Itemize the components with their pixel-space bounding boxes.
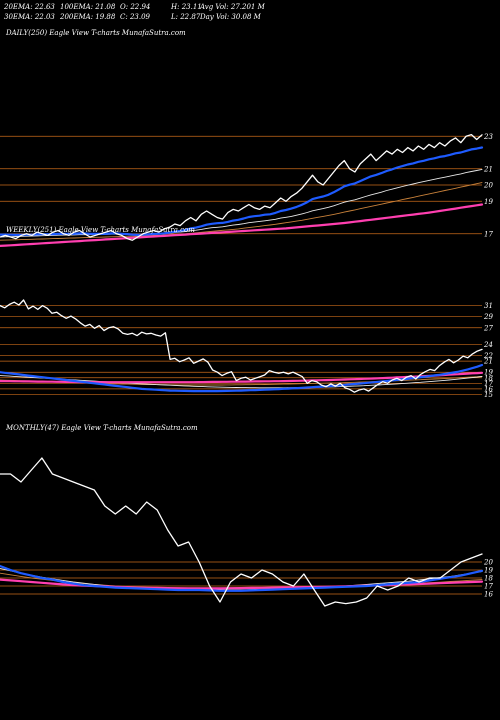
daily-tick-label: 17 [484, 230, 493, 238]
weekly-tick-label: 16 [484, 385, 493, 393]
weekly-tick-label: 15 [484, 391, 493, 399]
weekly-tick-label: 22 [483, 352, 493, 360]
daily-panel-title: DAILY(250) Eagle View T-charts MunafaSut… [5, 29, 186, 37]
weekly-tick-label: 21 [483, 358, 493, 366]
weekly-ema-mid-line [0, 375, 483, 389]
weekly-tick-label: 31 [484, 302, 493, 310]
daily-ema-mid-line [0, 168, 483, 238]
daily-tick-label: 23 [483, 133, 493, 141]
monthly-tick-label: 16 [484, 591, 493, 599]
daily-ema-200-line [0, 203, 484, 247]
weekly-price-line [0, 299, 483, 393]
monthly-price-line [0, 457, 483, 607]
weekly-tick-label: 17 [484, 380, 493, 388]
weekly-ema-short-line [0, 363, 484, 393]
stat-20ema: 20EMA: 22.63 [4, 3, 55, 11]
weekly-tick-label: 29 [483, 313, 493, 321]
daily-ema-long-line [0, 182, 483, 241]
monthly-tick-label: 19 [484, 567, 493, 575]
daily-ema-short-line [0, 146, 484, 236]
daily-tick-label: 21 [483, 165, 493, 173]
daily-price-line [0, 133, 483, 241]
weekly-tick-label: 24 [483, 341, 493, 349]
stat-30ema: 30EMA: 22.03 [4, 13, 55, 21]
stat-avg-volume: Avg Vol: 27.201 M [200, 3, 265, 11]
stat-200ema: 200EMA: 19.88 [60, 13, 116, 21]
monthly-panel-title: MONTHLY(47) Eagle View T-charts MunafaSu… [5, 424, 198, 432]
weekly-panel-title: WEEKLY(251) Eagle View T-charts MunafaSu… [6, 226, 195, 234]
stat-high: H: 23.11 [171, 3, 202, 11]
weekly-tick-label: 27 [483, 324, 493, 332]
monthly-tick-label: 18 [484, 575, 493, 583]
weekly-tick-label: 18 [484, 374, 493, 382]
daily-panel: 17 19 20 21 23 DAILY(250) Eagle View T-charts… [0, 29, 493, 247]
stat-close: C: 23.09 [120, 13, 150, 21]
daily-tick-label: 19 [484, 198, 493, 206]
monthly-ema-mid-line [0, 567, 483, 591]
stat-day-volume: Day Vol: 30.08 M [200, 13, 261, 21]
stat-low: L: 22.87 [171, 13, 201, 21]
monthly-tick-label: 17 [484, 583, 493, 591]
monthly-tick-label: 20 [483, 559, 493, 567]
weekly-tick-label: 19 [484, 369, 493, 377]
stat-100ema: 100EMA: 21.08 [60, 3, 116, 11]
stat-open: O: 22.94 [120, 3, 151, 11]
daily-tick-label: 20 [483, 182, 493, 190]
